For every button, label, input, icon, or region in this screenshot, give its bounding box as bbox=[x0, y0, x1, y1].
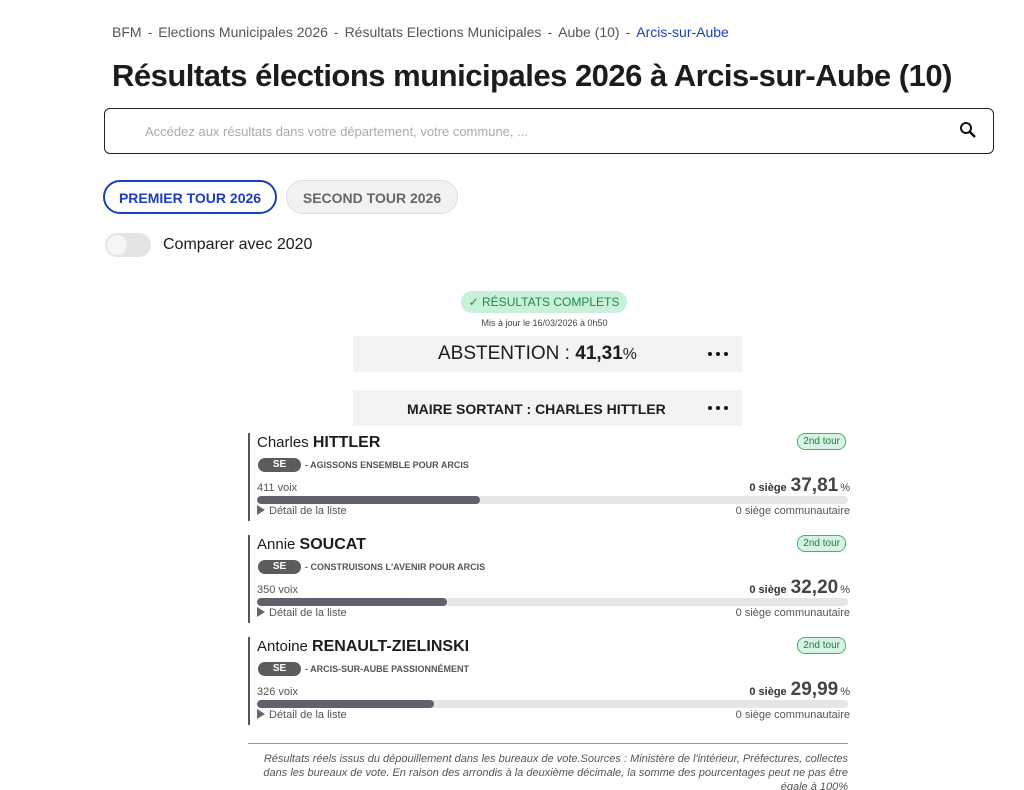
seats: 0 siège bbox=[749, 686, 787, 698]
community-seats: 0 siège communautaire bbox=[735, 505, 850, 517]
round-badge: 2nd tour bbox=[797, 535, 846, 552]
seats: 0 siège bbox=[749, 482, 787, 494]
abstention-unit: % bbox=[622, 346, 637, 363]
percent: 37,81 bbox=[790, 475, 839, 496]
votes: 411 voix bbox=[257, 482, 298, 494]
breadcrumb-item[interactable]: Résultats Elections Municipales bbox=[344, 24, 542, 40]
votes: 326 voix bbox=[257, 686, 298, 698]
breadcrumb-item[interactable]: Elections Municipales 2026 bbox=[158, 24, 328, 40]
search-placeholder: Accédez aux résultats dans votre départe… bbox=[145, 124, 528, 139]
mayor-box: MAIRE SORTANT : CHARLES HITTLER bbox=[353, 390, 742, 426]
breadcrumb-separator: - bbox=[547, 24, 553, 40]
candidate-card: Charles HITTLER 2nd tour SE - AGISSONS ENSE… bbox=[248, 433, 850, 521]
result: 0 siège 32,20% bbox=[749, 577, 850, 599]
more-button[interactable] bbox=[716, 352, 720, 356]
percent: 29,99 bbox=[790, 679, 839, 700]
last-name: SOUCAT bbox=[299, 536, 366, 553]
first-name: Annie bbox=[257, 536, 296, 553]
abstention-value: 41,31 bbox=[575, 343, 623, 364]
list-name: - CONSTRUISONS L'AVENIR POUR ARCIS bbox=[305, 562, 486, 572]
candidate-name: Annie SOUCAT bbox=[257, 536, 366, 554]
list-detail-link[interactable]: Détail de la liste bbox=[257, 505, 347, 517]
votes: 350 voix bbox=[257, 584, 298, 596]
breadcrumb-separator: - bbox=[625, 24, 631, 40]
round-badge: 2nd tour bbox=[797, 433, 846, 450]
last-name: RENAULT-ZIELINSKI bbox=[312, 638, 470, 655]
list-name: - ARCIS-SUR-AUBE PASSIONNÉMENT bbox=[305, 664, 470, 674]
breadcrumb-separator: - bbox=[147, 24, 153, 40]
more-button[interactable] bbox=[716, 406, 720, 410]
search-icon[interactable] bbox=[959, 121, 977, 139]
list-detail-link[interactable]: Détail de la liste bbox=[257, 607, 347, 619]
last-name: HITTLER bbox=[312, 434, 381, 451]
progress-bar bbox=[257, 598, 448, 606]
percent-unit: % bbox=[840, 686, 850, 698]
nuance-badge: SE bbox=[258, 458, 301, 472]
list-detail-link[interactable]: Détail de la liste bbox=[257, 709, 347, 721]
community-seats: 0 siège communautaire bbox=[735, 607, 850, 619]
tab-first-round[interactable]: PREMIER TOUR 2026 bbox=[103, 180, 277, 214]
result: 0 siège 37,81% bbox=[749, 475, 850, 497]
breadcrumb-separator: - bbox=[333, 24, 339, 40]
percent-unit: % bbox=[840, 584, 850, 596]
updated-text: Mis à jour le 16/03/2026 à 0h50 bbox=[481, 318, 608, 328]
progress-track bbox=[257, 700, 848, 708]
candidate-name: Antoine RENAULT-ZIELINSKI bbox=[257, 638, 469, 656]
percent-unit: % bbox=[840, 482, 850, 494]
footer-note: Résultats réels issus du dépouillement d… bbox=[248, 743, 848, 790]
tab-second-round[interactable]: SECOND TOUR 2026 bbox=[286, 180, 458, 214]
breadcrumb: BFM - Elections Municipales 2026- Résultats… bbox=[112, 24, 735, 40]
progress-bar bbox=[257, 700, 435, 708]
breadcrumb-item[interactable]: Aube (10) bbox=[558, 24, 620, 40]
list-name: - AGISSONS ENSEMBLE POUR ARCIS bbox=[305, 460, 469, 470]
search-box[interactable]: Accédez aux résultats dans votre départe… bbox=[104, 108, 994, 154]
abstention-box: ABSTENTION : 41,31% bbox=[353, 336, 742, 372]
progress-bar bbox=[257, 496, 481, 504]
percent: 32,20 bbox=[790, 577, 839, 598]
breadcrumb-item[interactable]: Arcis-sur-Aube bbox=[636, 24, 729, 40]
candidate-card: Antoine RENAULT-ZIELINSKI 2nd tour SE - ARC… bbox=[248, 637, 850, 725]
page-title: Résultats élections municipales 2026 à A… bbox=[112, 58, 952, 93]
mayor-text: MAIRE SORTANT : CHARLES HITTLER bbox=[407, 401, 666, 417]
result: 0 siège 29,99% bbox=[749, 679, 850, 701]
candidate-card: Annie SOUCAT 2nd tour SE - CONSTRUISONS L'A… bbox=[248, 535, 850, 623]
nuance-badge: SE bbox=[258, 560, 301, 574]
first-name: Antoine bbox=[257, 638, 308, 655]
first-name: Charles bbox=[257, 434, 309, 451]
progress-track bbox=[257, 598, 848, 606]
compare-label[interactable]: Comparer avec 2020 bbox=[163, 236, 313, 253]
status-pill: ✓ RÉSULTATS COMPLETS bbox=[461, 291, 627, 313]
abstention-label: ABSTENTION : bbox=[438, 343, 570, 364]
breadcrumb-item[interactable]: BFM bbox=[112, 24, 142, 40]
seats: 0 siège bbox=[749, 584, 787, 596]
candidate-name: Charles HITTLER bbox=[257, 434, 380, 452]
abstention-text: ABSTENTION : 41,31% bbox=[438, 343, 637, 365]
nuance-badge: SE bbox=[258, 662, 301, 676]
community-seats: 0 siège communautaire bbox=[735, 709, 850, 721]
progress-track bbox=[257, 496, 848, 504]
round-badge: 2nd tour bbox=[797, 637, 846, 654]
compare-toggle[interactable] bbox=[105, 233, 151, 257]
